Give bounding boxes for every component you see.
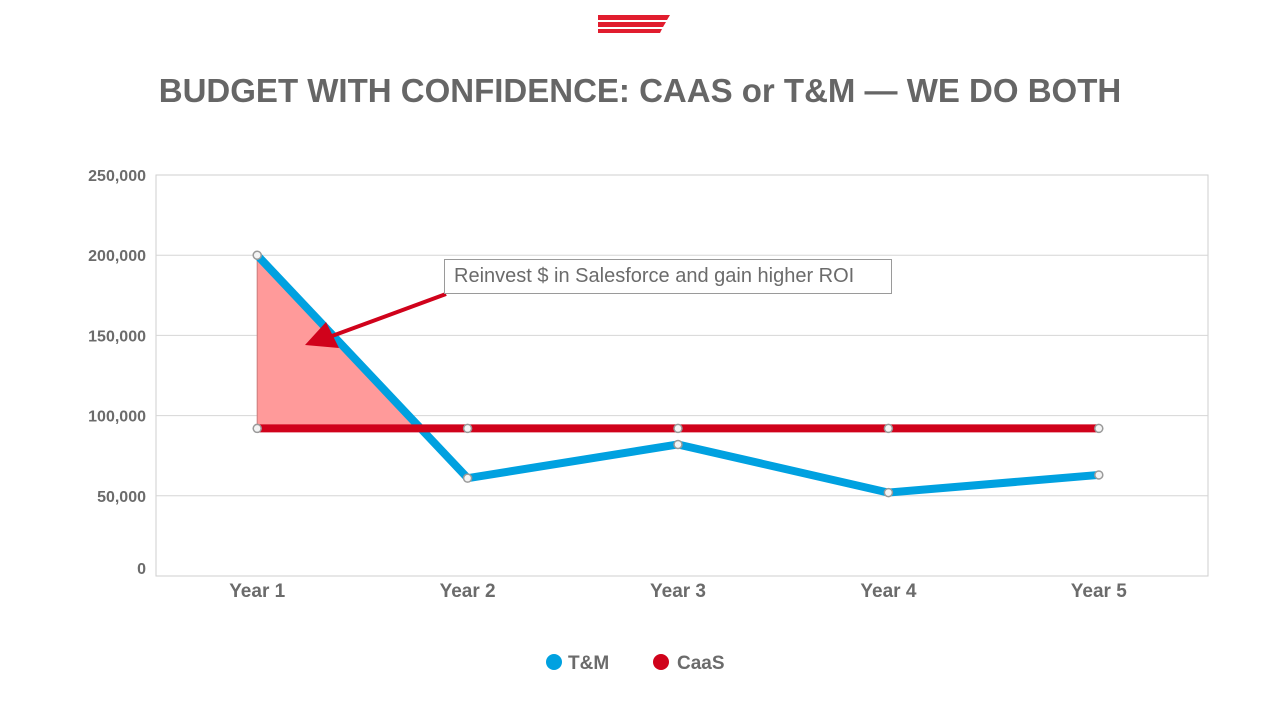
y-tick-label: 200,000 bbox=[88, 248, 146, 265]
legend-label-tm: T&M bbox=[568, 653, 609, 674]
x-tick-label: Year 2 bbox=[440, 581, 496, 602]
annotation-arrow-shaft bbox=[331, 292, 447, 338]
data-point-tm bbox=[252, 250, 262, 260]
data-point-caas bbox=[252, 423, 262, 434]
y-tick-label: 150,000 bbox=[88, 328, 146, 345]
page-title: BUDGET WITH CONFIDENCE: CAAS or T&M — WE… bbox=[158, 72, 1122, 109]
legend-marker-caas bbox=[653, 654, 669, 670]
x-tick-label: Year 3 bbox=[650, 581, 706, 602]
data-point-tm bbox=[462, 473, 473, 483]
plot-frame bbox=[155, 174, 1209, 577]
y-tick-label: 50,000 bbox=[97, 489, 146, 506]
data-point-tm bbox=[883, 487, 894, 498]
y-tick-label: 100,000 bbox=[88, 409, 146, 426]
data-point-tm bbox=[673, 439, 683, 450]
data-point-caas bbox=[1094, 423, 1104, 434]
x-tick-label: Year 1 bbox=[229, 581, 285, 602]
x-tick-label: Year 4 bbox=[860, 581, 916, 602]
legend-label-caas: CaaS bbox=[677, 653, 725, 674]
logo-icon bbox=[598, 15, 670, 33]
data-point-caas bbox=[462, 423, 473, 434]
annotation-arrow-head bbox=[305, 322, 339, 348]
annotation-callout: Reinvest $ in Salesforce and gain higher… bbox=[444, 259, 892, 294]
data-point-caas bbox=[673, 423, 683, 434]
y-tick-label: 250,000 bbox=[88, 168, 146, 185]
y-tick-label: 0 bbox=[137, 561, 146, 578]
x-tick-label: Year 5 bbox=[1071, 581, 1127, 602]
data-point-caas bbox=[883, 423, 894, 434]
legend-marker-tm bbox=[546, 654, 562, 670]
data-point-tm bbox=[1094, 470, 1104, 480]
